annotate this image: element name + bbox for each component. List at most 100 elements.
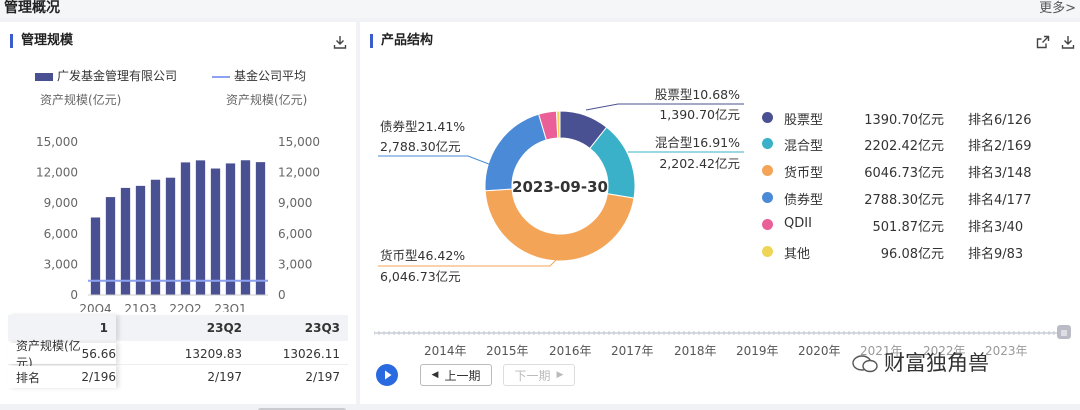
table-header-cell: 1: [8, 315, 116, 341]
table-cell: 2/197: [207, 370, 242, 384]
timeline-year[interactable]: 2022年: [923, 344, 966, 358]
timeline-year[interactable]: 2016年: [549, 344, 592, 358]
legend-rank: 排名6/126: [968, 113, 1032, 128]
callout-line-stock: [585, 103, 744, 111]
download-icon[interactable]: [332, 34, 348, 50]
bar-21Q3[interactable]: [135, 185, 146, 295]
legend-rank: 排名4/177: [968, 193, 1032, 208]
table-cell: 56.66: [81, 346, 116, 361]
legend-rank: 排名3/40: [968, 220, 1024, 235]
legend-dot: [762, 112, 773, 123]
legend-dot: [762, 219, 773, 230]
legend-row-qdii[interactable]: QDII 501.87亿元 排名3/40: [762, 215, 1062, 235]
management-scale-chart: 0 0 3,000 3,000 6,000 6,000 9,000 9,000 12,000 12…: [36, 135, 320, 312]
table-header-cell: 23Q3: [304, 321, 340, 335]
bar-20Q4[interactable]: [90, 217, 101, 295]
watermark-text: 财富独角兽: [884, 351, 989, 375]
legend-value: 6046.73亿元: [864, 166, 944, 181]
donut-slice-货币型[interactable]: [484, 188, 635, 262]
callout-stock-value: 1,390.70亿元: [659, 107, 740, 122]
table-cell: 13026.11: [282, 346, 340, 361]
timeline-year[interactable]: 2014年: [424, 344, 467, 358]
callout-money-pct: 货币型46.42%: [380, 248, 465, 263]
bar-23Q3[interactable]: [255, 162, 266, 295]
y-tick-label-right: 15,000: [278, 135, 320, 149]
timeline-track[interactable]: [374, 331, 1064, 335]
bar-21Q2[interactable]: [120, 187, 131, 295]
legend-value: 2788.30亿元: [864, 193, 944, 208]
external-link-icon[interactable]: [1035, 34, 1051, 50]
legend-name: 混合型: [784, 139, 824, 154]
play-icon: [385, 370, 392, 380]
legend-row-other[interactable]: 其他 96.08亿元 排名9/83: [762, 242, 1062, 262]
timeline-year[interactable]: 2020年: [798, 344, 841, 358]
timeline-year[interactable]: 2023年: [985, 344, 1028, 358]
x-tick-label: 22Q2: [169, 302, 201, 312]
legend-dot: [762, 138, 773, 149]
y-tick-label-left: 3,000: [44, 257, 78, 271]
legend-value: 501.87亿元: [872, 220, 945, 235]
bar-23Q2[interactable]: [240, 160, 251, 295]
legend-row-stock[interactable]: 股票型 1390.70亿元 排名6/126: [762, 108, 1062, 128]
legend-average-swatch: [212, 75, 230, 78]
timeline-handle[interactable]: [1057, 325, 1071, 339]
bar-22Q4[interactable]: [210, 168, 221, 295]
legend-company-label: 广发基金管理有限公司: [57, 69, 178, 83]
legend-name: 其他: [784, 247, 811, 262]
y-tick-label-left: 0: [70, 288, 78, 302]
row-label: 资产规模(亿元) 56.66: [8, 339, 116, 370]
legend-name: 股票型: [784, 113, 824, 128]
legend-average[interactable]: 基金公司平均: [212, 67, 306, 84]
product-structure-donut: 2023-09-30 股票型10.68% 1,390.70亿元 混合型16.91…: [378, 87, 744, 284]
legend-dot: [762, 192, 773, 203]
y-tick-label-left: 9,000: [44, 196, 78, 210]
legend-dot: [762, 246, 773, 257]
legend-average-label: 基金公司平均: [234, 69, 307, 83]
timeline-year[interactable]: 2021年: [860, 344, 903, 358]
x-tick-label: 21Q3: [124, 302, 156, 312]
prev-period-button[interactable]: ◀ 上一期: [420, 364, 492, 386]
table-scrollbar[interactable]: [258, 408, 346, 410]
legend-dot: [762, 165, 773, 176]
timeline-year[interactable]: 2017年: [611, 344, 654, 358]
legend-name: 货币型: [784, 166, 824, 181]
bar-22Q3[interactable]: [195, 160, 206, 295]
more-link[interactable]: 更多>: [1039, 1, 1076, 16]
next-period-button[interactable]: 下一期 ▶: [503, 364, 575, 386]
callout-mixed-pct: 混合型16.91%: [655, 135, 740, 150]
legend-rank: 排名2/169: [968, 139, 1032, 154]
table-row: 排名 2/196 2/197 2/197: [8, 366, 348, 388]
play-button[interactable]: [376, 364, 398, 386]
timeline-year[interactable]: 2015年: [486, 344, 529, 358]
bar-23Q1[interactable]: [225, 163, 236, 295]
download-icon[interactable]: [1060, 34, 1076, 50]
callout-line-money: [378, 255, 561, 267]
timeline-year[interactable]: 2018年: [674, 344, 717, 358]
legend-row-money[interactable]: 货币型 6046.73亿元 排名3/148: [762, 161, 1062, 181]
timeline-year[interactable]: 2019年: [736, 344, 779, 358]
section-header: 管理概况 更多>: [0, 0, 1080, 18]
callout-bond-pct: 债券型21.41%: [380, 119, 465, 134]
donut-slice-其他[interactable]: [556, 110, 561, 139]
table-cell: 13209.83: [184, 346, 242, 361]
bar-21Q1[interactable]: [105, 197, 116, 295]
y-tick-label-right: 6,000: [278, 227, 312, 241]
row-label-text: 排名: [16, 370, 41, 385]
bar-21Q4[interactable]: [150, 179, 161, 295]
chevron-left-icon: ◀: [431, 370, 439, 380]
management-scale-panel: 管理规模 广发基金管理有限公司 基金公司平均 资产规模(亿元) 资产规模(亿元)…: [0, 22, 356, 410]
legend-row-mixed[interactable]: 混合型 2202.42亿元 排名2/169: [762, 134, 1062, 154]
legend-company[interactable]: 广发基金管理有限公司: [35, 67, 177, 84]
section-title: 管理概况: [4, 0, 60, 16]
bar-22Q1[interactable]: [165, 177, 176, 295]
legend-name: QDII: [784, 216, 812, 231]
legend-value: 2202.42亿元: [864, 139, 944, 154]
callout-mixed-value: 2,202.42亿元: [659, 156, 740, 171]
callout-bond-value: 2,788.30亿元: [380, 139, 461, 154]
callout-stock-pct: 股票型10.68%: [655, 87, 740, 102]
bar-22Q2[interactable]: [180, 162, 191, 295]
right-axis-unit: 资产规模(亿元): [226, 93, 308, 107]
legend-company-swatch: [35, 72, 53, 81]
legend-value: 1390.70亿元: [864, 113, 944, 128]
legend-row-bond[interactable]: 债券型 2788.30亿元 排名4/177: [762, 188, 1062, 208]
